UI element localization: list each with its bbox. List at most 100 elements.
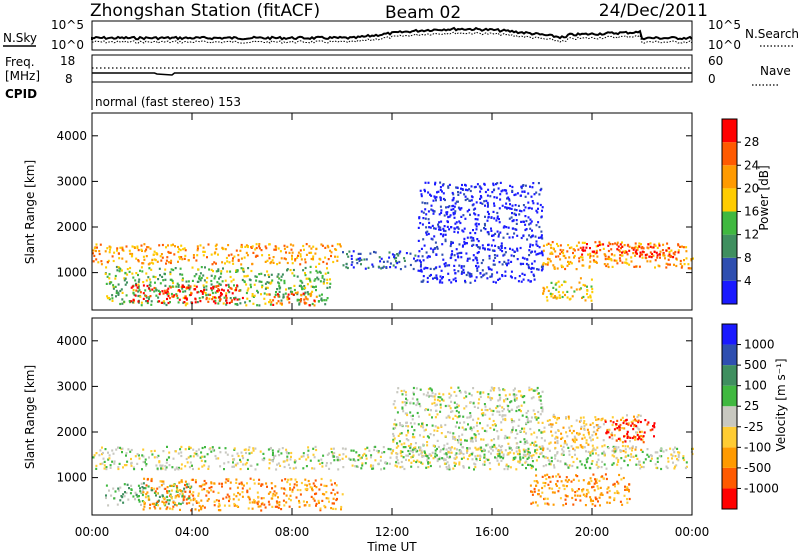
heatmap-cell: [128, 270, 131, 273]
heatmap-cell: [520, 236, 523, 240]
heatmap-cell: [274, 505, 277, 508]
heatmap-cell: [283, 257, 286, 260]
heatmap-cell: [533, 193, 536, 196]
heatmap-cell: [324, 246, 327, 249]
heatmap-cell: [377, 462, 380, 465]
heatmap-cell: [505, 226, 508, 229]
heatmap-cell: [448, 264, 451, 267]
heatmap-cell: [513, 250, 516, 253]
heatmap-cell: [411, 436, 414, 439]
heatmap-cell: [464, 390, 467, 393]
heatmap-cell: [504, 394, 507, 397]
heatmap-cell: [443, 444, 446, 447]
heatmap-cell: [581, 241, 584, 244]
heatmap-cell: [140, 491, 143, 494]
heatmap-cell: [303, 298, 306, 301]
heatmap-cell: [608, 258, 611, 261]
heatmap-cell: [571, 488, 574, 491]
heatmap-cell: [416, 411, 419, 415]
heatmap-cell: [356, 262, 359, 265]
heatmap-cell: [496, 459, 499, 462]
heatmap-cell: [461, 229, 464, 232]
heatmap-cell: [148, 507, 151, 510]
heatmap-cell: [541, 408, 544, 411]
heatmap-cell: [243, 256, 246, 259]
heatmap-cell: [137, 454, 140, 457]
heatmap-cell: [588, 482, 591, 485]
heatmap-cell: [546, 286, 549, 289]
heatmap-cell: [597, 424, 600, 427]
heatmap-cell: [146, 246, 149, 249]
heatmap-cell: [582, 433, 585, 437]
heatmap-cell: [453, 447, 456, 450]
heatmap-cell: [323, 484, 326, 487]
heatmap-cell: [496, 211, 499, 215]
heatmap-cell: [542, 481, 545, 484]
heatmap-cell: [566, 443, 568, 446]
heatmap-cell: [280, 257, 283, 260]
heatmap-cell: [512, 452, 515, 455]
heatmap-cell: [255, 279, 258, 282]
heatmap-cell: [283, 492, 286, 495]
heatmap-cell: [481, 244, 484, 247]
heatmap-cell: [131, 245, 134, 248]
heatmap-cell: [651, 252, 653, 256]
heatmap-cell: [179, 508, 181, 511]
heatmap-cell: [149, 289, 152, 292]
heatmap-cell: [511, 220, 514, 223]
heatmap-cell: [530, 433, 533, 436]
heatmap-cell: [431, 392, 434, 395]
heatmap-cell: [225, 292, 228, 295]
heatmap-cell: [459, 191, 462, 194]
heatmap-cell: [112, 452, 115, 455]
heatmap-cell: [154, 287, 157, 290]
heatmap-cell: [660, 467, 663, 471]
heatmap-cell: [591, 503, 594, 506]
heatmap-cell: [177, 301, 180, 304]
heatmap-cell: [403, 389, 406, 392]
heatmap-cell: [450, 253, 453, 256]
heatmap-cell: [231, 465, 234, 468]
heatmap-cell: [481, 414, 484, 417]
heatmap-cell: [180, 244, 183, 247]
heatmap-cell: [673, 253, 676, 256]
heatmap-cell: [471, 244, 474, 247]
heatmap-cell: [325, 462, 328, 465]
heatmap-cell: [98, 250, 101, 253]
heatmap-cell: [233, 493, 236, 496]
cpid-text: normal (fast stereo) 153: [95, 95, 241, 109]
heatmap-cell: [177, 285, 180, 288]
heatmap-cell: [426, 435, 429, 438]
heatmap-cell: [450, 410, 452, 413]
heatmap-cell: [476, 259, 479, 262]
heatmap-cell: [104, 448, 107, 451]
heatmap-cell: [497, 455, 500, 458]
heatmap-cell: [630, 256, 633, 259]
heatmap-cell: [214, 251, 217, 254]
heatmap-cell: [600, 466, 603, 469]
heatmap-cell: [308, 245, 311, 248]
heatmap-cell: [572, 503, 575, 506]
heatmap-cell: [540, 269, 543, 272]
heatmap-cell: [428, 436, 430, 439]
heatmap-cell: [654, 244, 657, 247]
heatmap-cell: [137, 259, 140, 262]
heatmap-cell: [95, 243, 98, 246]
heatmap-cell: [613, 254, 616, 257]
heatmap-cell: [514, 204, 517, 207]
heatmap-cell: [581, 437, 584, 440]
heatmap-cell: [606, 491, 609, 494]
heatmap-cell: [665, 449, 668, 452]
heatmap-cell: [130, 300, 133, 303]
heatmap-cell: [108, 296, 111, 300]
heatmap-cell: [448, 228, 451, 231]
heatmap-cell: [321, 499, 324, 502]
heatmap-cell: [510, 400, 513, 403]
heatmap-cell: [480, 187, 483, 190]
heatmap-cell: [476, 218, 479, 221]
heatmap-cell: [397, 387, 400, 390]
heatmap-cell: [491, 413, 494, 416]
heatmap-cell: [508, 447, 511, 450]
heatmap-cell: [639, 467, 642, 470]
heatmap-cell: [278, 290, 281, 293]
